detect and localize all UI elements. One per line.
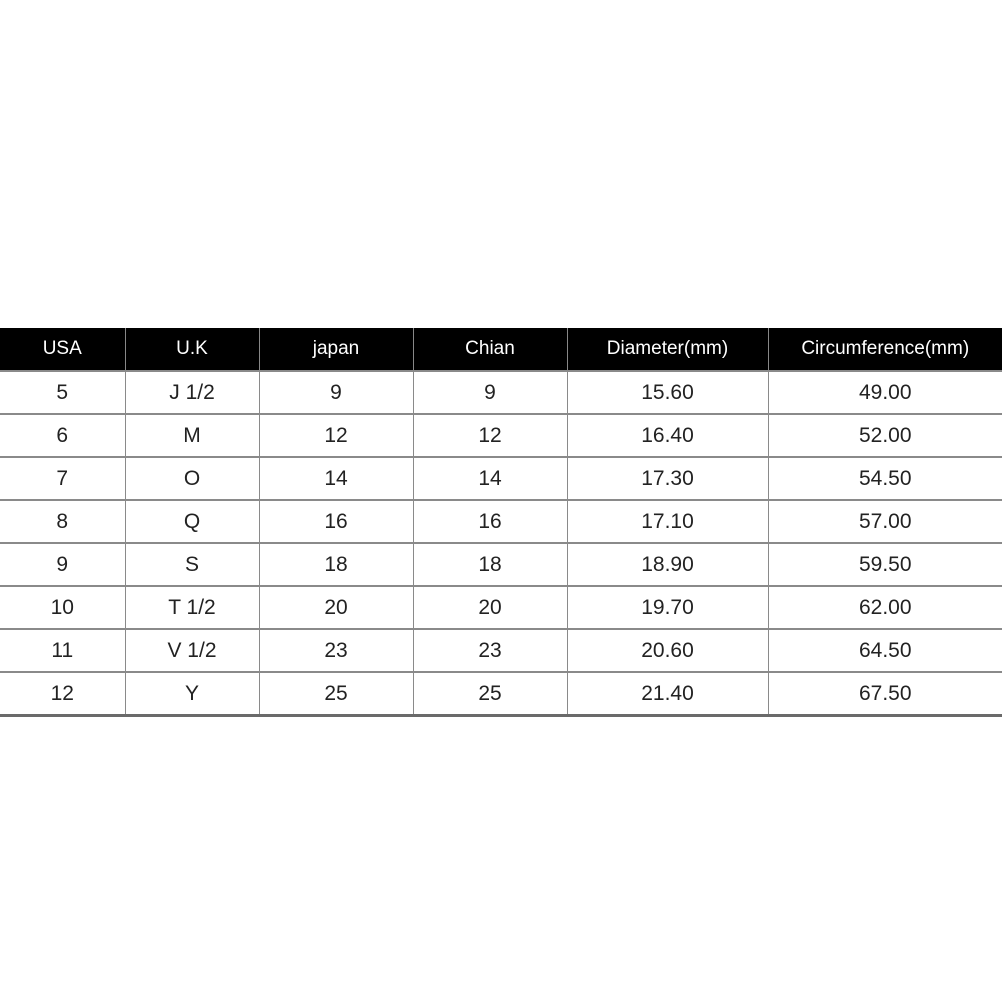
table-cell: 23 [412, 628, 568, 673]
table-cell: 25 [412, 671, 568, 717]
table-cell: 23 [258, 628, 414, 673]
table-cell: V 1/2 [124, 628, 260, 673]
table-cell: 6 [0, 413, 126, 458]
table-row: 12 Y 25 25 21.40 67.50 [0, 671, 1002, 717]
table-cell: 21.40 [566, 671, 769, 717]
table-cell: 16 [258, 499, 414, 544]
table-cell: 9 [412, 370, 568, 415]
table-cell: 9 [0, 542, 126, 587]
table-cell: J 1/2 [124, 370, 260, 415]
table-cell: 59.50 [767, 542, 1002, 587]
table-cell: M [124, 413, 260, 458]
table-cell: 62.00 [767, 585, 1002, 630]
table-cell: 15.60 [566, 370, 769, 415]
table-cell: 17.10 [566, 499, 769, 544]
table-cell: 14 [412, 456, 568, 501]
table-row: 9 S 18 18 18.90 59.50 [0, 542, 1002, 587]
table-cell: 12 [0, 671, 126, 717]
table-cell: S [124, 542, 260, 587]
table-cell: Y [124, 671, 260, 717]
table-cell: 11 [0, 628, 126, 673]
column-header: Diameter(mm) [566, 328, 769, 371]
table-cell: 7 [0, 456, 126, 501]
table-cell: Q [124, 499, 260, 544]
table-cell: 12 [412, 413, 568, 458]
table-cell: 17.30 [566, 456, 769, 501]
table-cell: 16 [412, 499, 568, 544]
table-row: 10 T 1/2 20 20 19.70 62.00 [0, 585, 1002, 630]
column-header: japan [258, 328, 414, 371]
table-cell: 18.90 [566, 542, 769, 587]
table-cell: 8 [0, 499, 126, 544]
table-cell: 10 [0, 585, 126, 630]
table-cell: 16.40 [566, 413, 769, 458]
table-cell: 57.00 [767, 499, 1002, 544]
table-cell: 20.60 [566, 628, 769, 673]
column-header: U.K [124, 328, 260, 371]
column-header: USA [0, 328, 126, 371]
table-row: 6 M 12 12 16.40 52.00 [0, 413, 1002, 458]
column-header: Chian [412, 328, 568, 371]
table-cell: 20 [412, 585, 568, 630]
table-cell: 9 [258, 370, 414, 415]
table-cell: 25 [258, 671, 414, 717]
table-cell: 14 [258, 456, 414, 501]
table-cell: 54.50 [767, 456, 1002, 501]
table-cell: O [124, 456, 260, 501]
table-cell: 49.00 [767, 370, 1002, 415]
table-cell: 64.50 [767, 628, 1002, 673]
table-cell: 18 [258, 542, 414, 587]
column-header: Circumference(mm) [767, 328, 1002, 371]
header-row: USA U.K japan Chian Diameter(mm) Circumferenc… [0, 328, 1002, 371]
table-cell: 19.70 [566, 585, 769, 630]
table-cell: 20 [258, 585, 414, 630]
table-cell: 18 [412, 542, 568, 587]
ring-size-table: USA U.K japan Chian Diameter(mm) Circumferenc… [0, 328, 1002, 717]
table-row: 7 O 14 14 17.30 54.50 [0, 456, 1002, 501]
table-row: 11 V 1/2 23 23 20.60 64.50 [0, 628, 1002, 673]
table-cell: 5 [0, 370, 126, 415]
table-cell: 52.00 [767, 413, 1002, 458]
table-cell: T 1/2 [124, 585, 260, 630]
table-cell: 12 [258, 413, 414, 458]
table-cell: 67.50 [767, 671, 1002, 717]
table-row: 8 Q 16 16 17.10 57.00 [0, 499, 1002, 544]
